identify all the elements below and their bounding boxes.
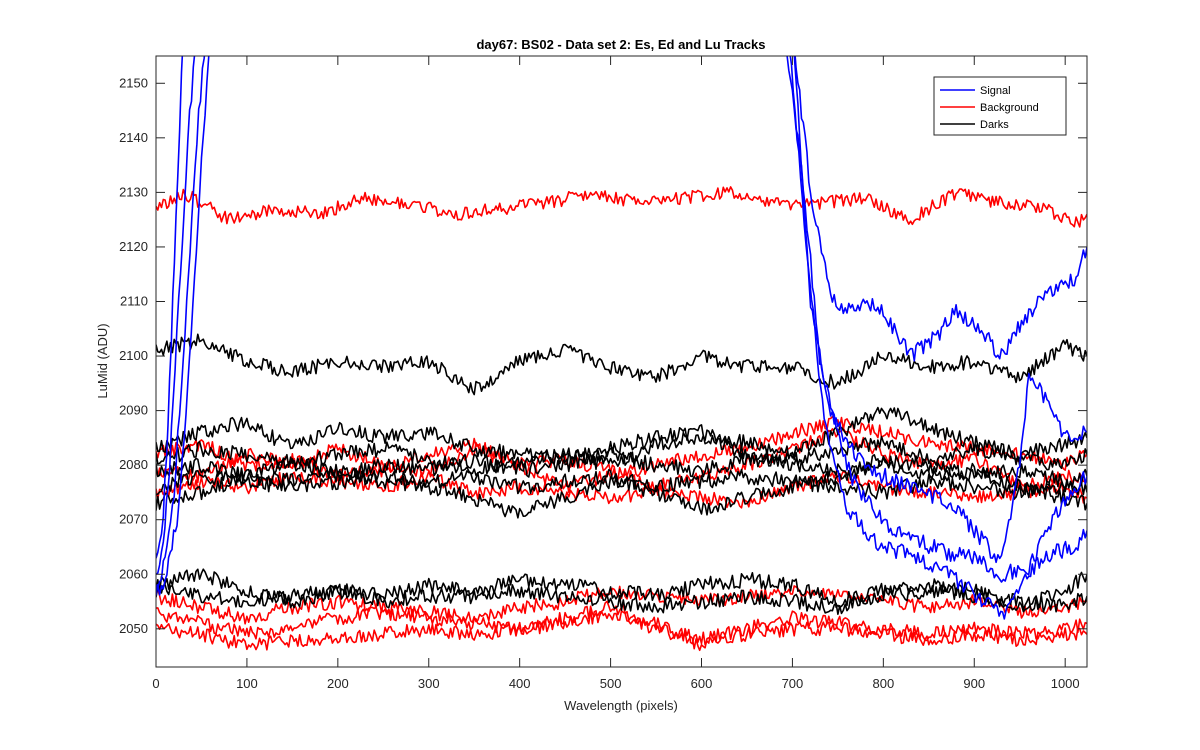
y-tick-label: 2120 [119,239,148,254]
legend: Signal Background Darks [933,76,1067,136]
x-axis-label: Wavelength (pixels) [564,698,678,713]
series-layer [156,56,1087,652]
series-line-signal [156,56,1087,620]
series-line-background [156,186,1087,228]
x-tick-label: 800 [872,676,894,691]
y-tick-label: 2110 [120,293,148,308]
legend-label-darks: Darks [980,119,1009,131]
x-tick-label: 0 [152,676,159,691]
y-tick-label: 2100 [119,348,148,363]
y-tick-label: 2150 [119,75,148,90]
series-line-background [156,606,1087,646]
x-tick-label: 500 [600,676,622,691]
x-axis-ticks: 0 100 200 300 400 500 600 700 800 900 1000 [152,56,1080,691]
series-line-darks [156,406,1087,466]
x-tick-label: 600 [691,676,713,691]
y-tick-label: 2140 [119,130,148,145]
series-line-darks [156,333,1087,396]
x-tick-label: 900 [963,676,985,691]
x-tick-label: 100 [236,676,258,691]
chart-title: day67: BS02 - Data set 2: Es, Ed and Lu … [476,37,765,52]
y-tick-label: 2080 [119,457,148,472]
x-tick-label: 700 [782,676,804,691]
y-axis-label: LuMid (ADU) [95,323,110,398]
series-line-signal [156,56,1087,559]
series-line-darks [156,457,1087,519]
y-tick-label: 2050 [119,621,148,636]
plot-border [155,55,1088,668]
x-tick-label: 300 [418,676,440,691]
x-tick-label: 200 [327,676,349,691]
x-tick-label: 1000 [1051,676,1080,691]
y-tick-label: 2060 [119,566,148,581]
y-axis-ticks: 2050 2060 2070 2080 2090 2100 2110 2120 2130 2140… [119,75,1087,636]
x-tick-label: 400 [509,676,531,691]
y-tick-label: 2090 [119,403,148,418]
plot-area [156,56,1087,667]
series-line-background [156,585,1087,625]
series-line-darks [156,583,1087,616]
y-tick-label: 2070 [119,512,148,527]
legend-label-signal: Signal [980,85,1011,97]
series-line-signal [156,56,1087,589]
legend-label-background: Background [980,102,1039,114]
legend-box [933,76,1067,136]
series-line-darks [156,447,1087,490]
series-line-signal [156,56,1087,575]
y-tick-label: 2130 [119,184,148,199]
